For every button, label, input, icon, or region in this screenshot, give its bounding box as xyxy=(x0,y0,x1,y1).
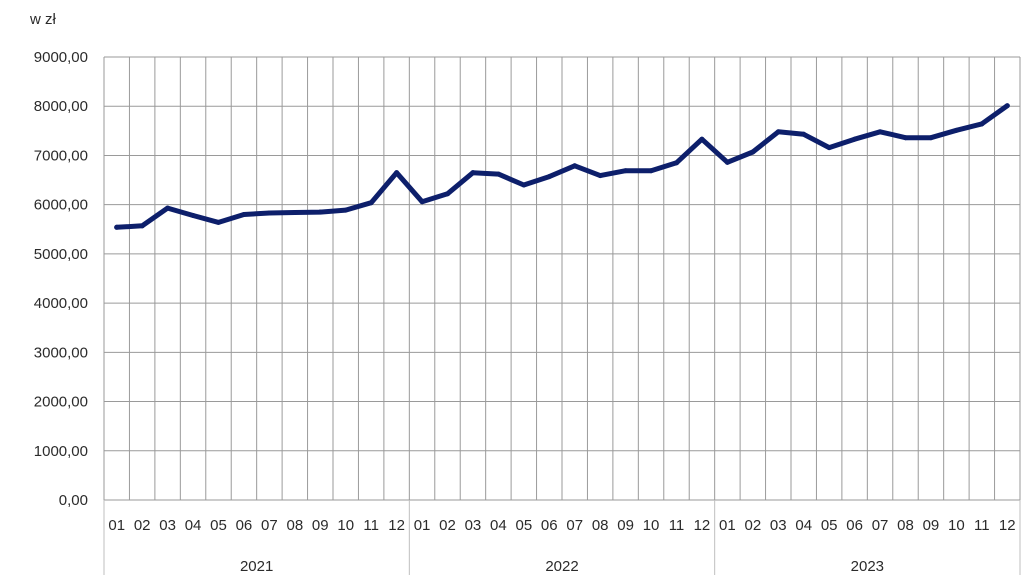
data-point xyxy=(623,168,629,174)
x-tick-label: 01 xyxy=(414,517,431,534)
data-point xyxy=(343,207,349,213)
x-tick-label: 05 xyxy=(515,517,532,534)
x-tick-label: 04 xyxy=(795,517,812,534)
y-tick-label: 8000,00 xyxy=(34,98,88,115)
x-tick-label: 10 xyxy=(643,517,660,534)
x-tick-label: 03 xyxy=(770,517,787,534)
data-point xyxy=(648,168,654,174)
data-point xyxy=(445,191,450,197)
x-tick-label: 08 xyxy=(897,517,914,534)
data-point xyxy=(801,131,807,137)
x-tick-label: 11 xyxy=(363,517,379,534)
data-point xyxy=(699,136,705,142)
x-tick-label: 02 xyxy=(744,517,761,534)
x-tick-label: 06 xyxy=(846,517,863,534)
data-point xyxy=(114,224,120,230)
x-tick-label: 11 xyxy=(669,517,685,534)
data-point xyxy=(546,174,552,180)
x-tick-label: 06 xyxy=(541,517,558,534)
x-tick-label: 12 xyxy=(388,517,405,534)
data-point xyxy=(317,209,323,215)
x-tick-label: 07 xyxy=(261,517,278,534)
axis-layer: 0,00 1000,00 2000,00 3000,00 4000,00 5000,00 6… xyxy=(34,49,1021,575)
data-point xyxy=(852,136,858,142)
y-tick-label: 7000,00 xyxy=(34,147,88,164)
data-point xyxy=(979,121,985,127)
x-tick-label: 03 xyxy=(159,517,176,534)
data-point xyxy=(1004,103,1010,109)
data-point xyxy=(775,129,781,135)
data-point xyxy=(266,210,272,216)
x-tick-label: 07 xyxy=(566,517,583,534)
y-tick-label: 6000,00 xyxy=(34,197,88,214)
x-tick-label: 05 xyxy=(821,517,838,534)
data-point xyxy=(928,135,934,141)
x-tick-label: 08 xyxy=(592,517,609,534)
x-tick-label: 12 xyxy=(999,517,1016,534)
x-tick-label: 04 xyxy=(490,517,507,534)
y-tick-label: 4000,00 xyxy=(34,295,88,312)
x-tick-label: 05 xyxy=(210,517,227,534)
series-line xyxy=(114,103,1010,230)
x-tick-label: 01 xyxy=(719,517,736,534)
data-point xyxy=(750,149,756,155)
data-point xyxy=(521,182,527,188)
x-tick-label: 02 xyxy=(439,517,456,534)
data-point xyxy=(572,163,578,169)
data-point xyxy=(495,171,501,177)
data-point xyxy=(597,173,603,179)
y-tick-label: 0,00 xyxy=(59,492,88,509)
series-layer xyxy=(114,103,1010,230)
x-tick-label: 09 xyxy=(923,517,940,534)
year-label: 2021 xyxy=(240,558,273,575)
y-tick-label: 2000,00 xyxy=(34,394,88,411)
x-tick-label: 04 xyxy=(185,517,202,534)
y-unit-label: w zł xyxy=(29,11,57,28)
year-label: 2022 xyxy=(545,558,578,575)
data-point xyxy=(292,210,298,216)
year-label: 2023 xyxy=(851,558,884,575)
x-tick-label: 09 xyxy=(312,517,329,534)
data-point xyxy=(241,212,247,218)
x-tick-label: 07 xyxy=(872,517,889,534)
x-tick-label: 11 xyxy=(974,517,990,534)
data-point xyxy=(953,127,959,133)
x-tick-label: 01 xyxy=(108,517,125,534)
x-tick-label: 02 xyxy=(134,517,151,534)
data-point xyxy=(674,160,679,166)
x-tick-label: 10 xyxy=(948,517,965,534)
data-point xyxy=(877,129,883,135)
data-point xyxy=(419,199,425,205)
data-point xyxy=(139,223,145,229)
data-point xyxy=(394,170,400,176)
data-point xyxy=(903,135,908,141)
x-tick-label: 03 xyxy=(465,517,482,534)
x-tick-label: 06 xyxy=(236,517,253,534)
data-point xyxy=(826,145,832,151)
data-point xyxy=(470,170,476,176)
data-point xyxy=(165,205,171,211)
x-tick-label: 12 xyxy=(694,517,711,534)
x-tick-label: 10 xyxy=(337,517,354,534)
y-tick-label: 1000,00 xyxy=(34,443,88,460)
x-tick-label: 09 xyxy=(617,517,634,534)
grid-layer xyxy=(103,56,1021,501)
data-point xyxy=(216,219,221,225)
data-point xyxy=(724,159,730,165)
data-point xyxy=(368,200,374,206)
data-point xyxy=(190,212,196,218)
y-tick-label: 5000,00 xyxy=(34,246,88,263)
y-tick-label: 3000,00 xyxy=(34,344,88,361)
x-tick-label: 08 xyxy=(286,517,303,534)
y-tick-label: 9000,00 xyxy=(34,49,88,66)
